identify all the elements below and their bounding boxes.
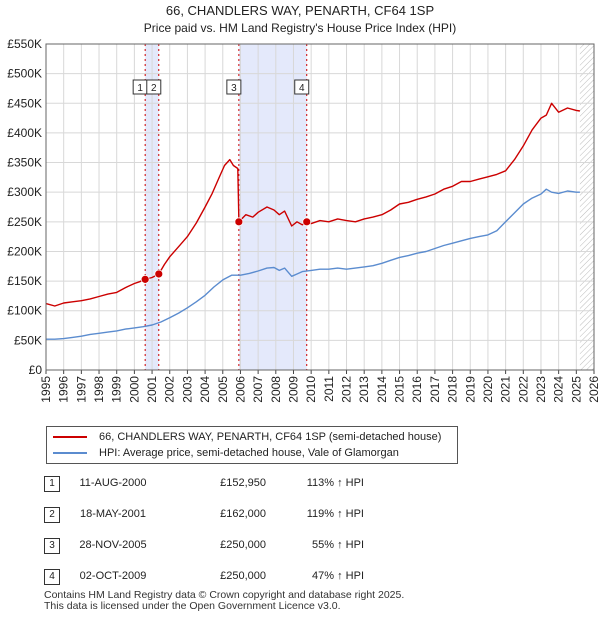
y-tick-label: £250K: [7, 215, 42, 229]
x-tick-label: 2009: [286, 376, 300, 403]
transaction-point: [140, 274, 150, 284]
transaction-number-badge: 2: [44, 507, 60, 523]
transaction-date: 02-OCT-2009: [79, 570, 147, 582]
legend-label-hpi: HPI: Average price, semi-detached house,…: [99, 447, 399, 459]
x-tick-label: 1999: [110, 376, 124, 403]
x-tick-label: 2017: [428, 376, 442, 403]
x-tick-label: 2006: [233, 376, 247, 403]
footer-line-copyright: Contains HM Land Registry data © Crown c…: [44, 589, 405, 601]
y-tick-label: £450K: [7, 96, 42, 110]
shaded-span: [238, 44, 307, 370]
y-tick-label: £0: [29, 363, 43, 377]
legend-swatch-property: [53, 436, 87, 438]
x-tick-label: 2005: [216, 376, 230, 403]
y-tick-label: £200K: [7, 244, 42, 258]
x-tick-label: 1998: [92, 376, 106, 403]
transaction-hpi-change: 113% ↑ HPI: [306, 477, 364, 489]
footer-line-licence: This data is licensed under the Open Gov…: [44, 600, 341, 612]
transaction-point: [302, 217, 312, 227]
x-tick-label: 2019: [463, 376, 477, 403]
price-chart: 66, CHANDLERS WAY, PENARTH, CF64 1SP Pri…: [7, 3, 600, 403]
x-tick-label: 2004: [198, 376, 212, 403]
table-row: 1 11-AUG-2000 £152,950 113% ↑ HPI: [44, 474, 384, 494]
transaction-hpi-change: 55% ↑ HPI: [312, 539, 364, 551]
x-tick-label: 2026: [587, 376, 600, 403]
table-row: 4 02-OCT-2009 £250,000 47% ↑ HPI: [44, 567, 384, 587]
y-tick-label: £350K: [7, 156, 42, 170]
x-tick-label: 2001: [145, 376, 159, 403]
x-tick-label: 2020: [481, 376, 495, 403]
x-tick-label: 2022: [516, 376, 530, 403]
transaction-label: 3: [231, 83, 237, 94]
transaction-number-badge: 4: [44, 569, 60, 585]
transaction-price: £152,950: [220, 477, 266, 489]
transaction-hpi-change: 119% ↑ HPI: [306, 508, 364, 520]
x-tick-label: 2023: [534, 376, 548, 403]
legend-item-hpi: HPI: Average price, semi-detached house,…: [53, 445, 399, 461]
transaction-label: 4: [299, 83, 305, 94]
table-row: 3 28-NOV-2005 £250,000 55% ↑ HPI: [44, 536, 384, 556]
transaction-point: [234, 217, 244, 227]
x-tick-label: 1995: [39, 376, 53, 403]
chart-subtitle: Price paid vs. HM Land Registry's House …: [144, 21, 456, 35]
x-tick-label: 2018: [446, 376, 460, 403]
plot-area: [46, 44, 594, 370]
transaction-label-box: [226, 79, 242, 95]
hpi-line: [46, 188, 580, 340]
x-tick-label: 2024: [552, 376, 566, 403]
x-tick-label: 1997: [74, 376, 88, 403]
transaction-price: £250,000: [220, 539, 266, 551]
x-tick-label: 2013: [357, 376, 371, 403]
forecast-hatch: [579, 44, 594, 370]
x-tick-label: 2016: [410, 376, 424, 403]
transaction-hpi-change: 47% ↑ HPI: [312, 570, 364, 582]
footer-attribution: Contains HM Land Registry data © Crown c…: [44, 590, 404, 612]
x-tick-label: 2003: [180, 376, 194, 403]
x-tick-label: 2015: [393, 376, 407, 403]
y-tick-label: £300K: [7, 185, 42, 199]
transaction-point: [154, 269, 164, 279]
transaction-date: 11-AUG-2000: [79, 477, 147, 489]
y-tick-label: £150K: [7, 274, 42, 288]
y-tick-label: £400K: [7, 126, 42, 140]
x-tick-label: 2011: [322, 376, 336, 402]
x-tick-label: 2010: [304, 376, 318, 403]
transaction-label-box: [294, 79, 310, 95]
transaction-label: 1: [137, 83, 143, 94]
transaction-number-badge: 1: [44, 476, 60, 492]
x-tick-label: 2012: [340, 376, 354, 403]
transaction-date: 18-MAY-2001: [79, 508, 147, 520]
y-tick-label: £500K: [7, 67, 42, 81]
x-tick-label: 2000: [127, 376, 141, 403]
transaction-date: 28-NOV-2005: [79, 539, 147, 551]
chart-title: 66, CHANDLERS WAY, PENARTH, CF64 1SP: [166, 3, 434, 18]
transaction-label-box: [146, 79, 162, 95]
legend-swatch-hpi: [53, 452, 87, 454]
table-row: 2 18-MAY-2001 £162,000 119% ↑ HPI: [44, 505, 384, 525]
transaction-price: £162,000: [220, 508, 266, 520]
y-tick-label: £100K: [7, 304, 42, 318]
legend: 66, CHANDLERS WAY, PENARTH, CF64 1SP (se…: [46, 426, 458, 464]
y-tick-label: £50K: [14, 333, 42, 347]
transaction-price: £250,000: [220, 570, 266, 582]
plot-frame: [45, 43, 595, 371]
x-tick-label: 2007: [251, 376, 265, 403]
y-tick-label: £550K: [7, 37, 42, 51]
x-tick-label: 1996: [57, 376, 71, 403]
x-tick-label: 2002: [163, 376, 177, 403]
legend-label-property: 66, CHANDLERS WAY, PENARTH, CF64 1SP (se…: [99, 431, 442, 443]
x-tick-label: 2021: [499, 376, 513, 403]
transaction-label: 2: [151, 83, 157, 94]
transaction-number-badge: 3: [44, 538, 60, 554]
x-tick-label: 2008: [269, 376, 283, 403]
x-tick-label: 2014: [375, 376, 389, 403]
legend-item-property: 66, CHANDLERS WAY, PENARTH, CF64 1SP (se…: [53, 429, 441, 445]
x-tick-label: 2025: [569, 376, 583, 403]
